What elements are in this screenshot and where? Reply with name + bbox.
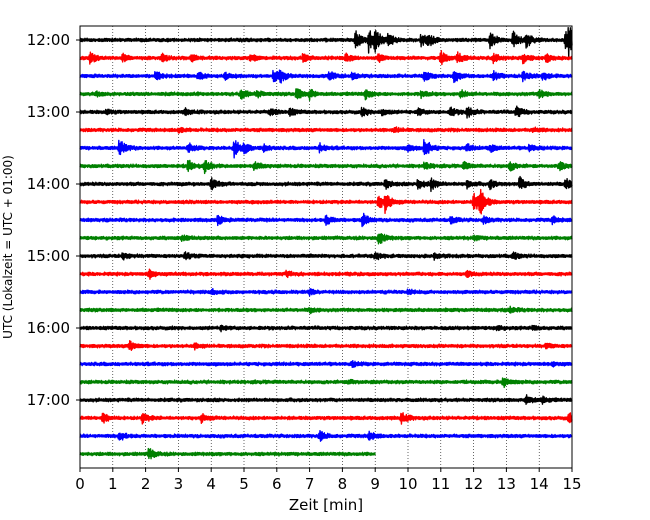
x-tick-label: 7 [305, 475, 315, 493]
x-tick-label: 12 [464, 475, 483, 493]
trace-row-1730 [79, 429, 573, 442]
y-tick-label: 14:00 [27, 175, 70, 193]
x-tick-label: 3 [174, 475, 184, 493]
trace-row-1630 [79, 359, 573, 368]
trace-row-1545 [79, 305, 573, 315]
x-tick-label: 15 [562, 475, 581, 493]
y-axis-ticks: 12:00 13:00 14:00 15:00 16:00 17:00 [27, 31, 80, 409]
trace-row-1515 [79, 268, 573, 280]
x-tick-label: 4 [206, 475, 216, 493]
trace-row-1600 [79, 324, 573, 333]
trace-row-1645 [79, 377, 573, 389]
trace-row-1500 [79, 251, 573, 261]
trace-row-1345 [79, 159, 573, 175]
y-tick-label: 16:00 [27, 319, 70, 337]
x-tick-label: 9 [370, 475, 380, 493]
trace-row-1445 [79, 232, 573, 245]
trace-row-1230 [79, 69, 573, 84]
trace-row-1430 [79, 212, 573, 228]
trace-row-1700 [79, 394, 573, 405]
trace-row-1530 [79, 287, 573, 297]
x-tick-label: 11 [431, 475, 450, 493]
trace-row-1415 [79, 188, 573, 215]
y-axis-label: UTC (Lokalzeit = UTC + 01:00) [1, 155, 15, 339]
x-tick-label: 6 [272, 475, 282, 493]
plot-frame [79, 25, 573, 469]
x-tick-label: 0 [75, 475, 85, 493]
trace-row-1330 [79, 139, 573, 159]
y-tick-label: 15:00 [27, 247, 70, 265]
y-tick-label: 12:00 [27, 31, 70, 49]
trace-row-1245 [79, 88, 573, 101]
x-tick-label: 10 [398, 475, 417, 493]
trace-row-1615 [79, 339, 573, 352]
x-axis-ticks: 0 1 2 3 4 5 6 7 8 9 10 11 12 13 14 15 [75, 468, 582, 493]
y-tick-label: 17:00 [27, 391, 70, 409]
trace-row-1745 [79, 447, 376, 460]
x-tick-label: 2 [141, 475, 151, 493]
x-tick-label: 1 [108, 475, 118, 493]
x-tick-label: 5 [239, 475, 249, 493]
trace-row-1200 [79, 26, 573, 58]
trace-row-1300 [79, 105, 573, 119]
x-tick-label: 13 [497, 475, 516, 493]
x-axis-label: Zeit [min] [289, 496, 363, 514]
trace-row-1715 [79, 412, 573, 425]
x-tick-label: 8 [338, 475, 348, 493]
x-tick-label: 14 [530, 475, 549, 493]
y-tick-label: 13:00 [27, 103, 70, 121]
trace-row-1400 [79, 175, 573, 193]
trace-row-1215 [79, 50, 573, 66]
seismic-traces [79, 26, 573, 460]
trace-row-1315 [79, 126, 573, 134]
